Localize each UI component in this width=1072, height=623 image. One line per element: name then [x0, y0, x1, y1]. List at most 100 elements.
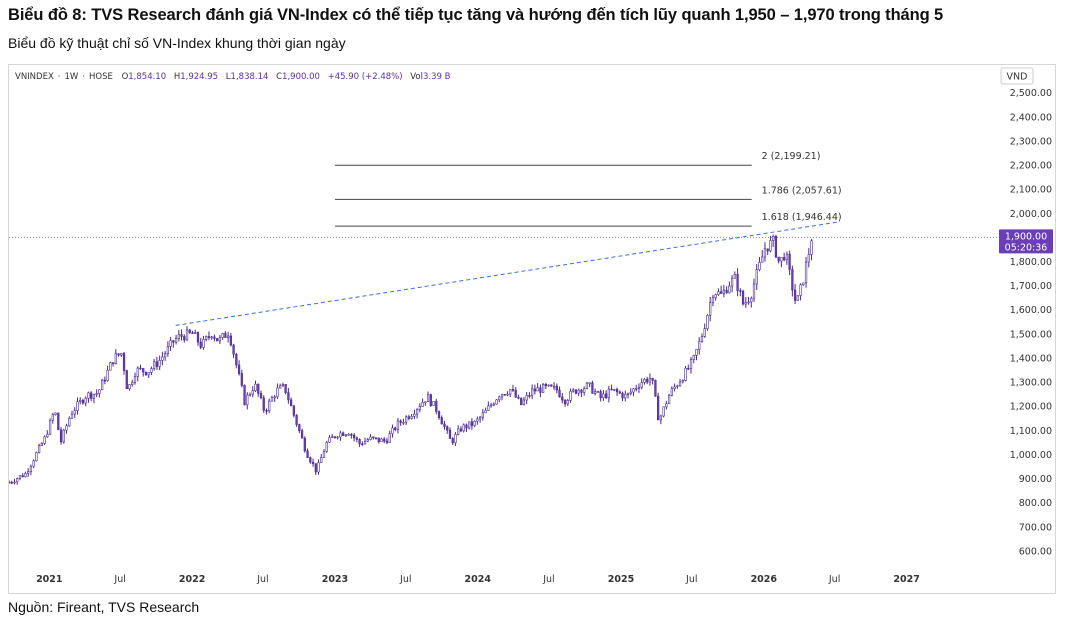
candle-body [635, 388, 638, 390]
candle-body [561, 396, 564, 401]
candle-body [155, 361, 159, 367]
candle-body [621, 392, 624, 399]
y-tick-label: 2,100.00 [1010, 185, 1052, 196]
candle-body [363, 440, 367, 445]
candle-body [577, 389, 580, 394]
x-tick-label: Jul [256, 574, 268, 585]
candle-body [388, 433, 391, 443]
candle-body [541, 383, 545, 393]
candle-body [109, 362, 112, 371]
candle-body [174, 338, 178, 343]
candle-body [528, 395, 531, 397]
candle-body [166, 346, 169, 354]
candle-body [216, 338, 219, 342]
candle-body [336, 436, 339, 439]
candle-body [342, 432, 345, 436]
candle-body [164, 353, 167, 358]
change-value: +45.90 (+2.48%) [328, 72, 403, 82]
candle-body [459, 428, 463, 432]
candle-body [111, 362, 115, 364]
candle-body [637, 386, 641, 389]
candle-body [629, 391, 632, 394]
candle-body [405, 416, 408, 423]
candle-body [462, 424, 465, 432]
candle-body [517, 396, 520, 399]
candle-body [613, 388, 616, 391]
fibonacci-levels: 2 (2,199.21) 1.786 (2,057.61) 1.618 (1,946… [334, 151, 842, 227]
candle-body [810, 240, 813, 255]
candle-body [484, 409, 487, 414]
currency-label: VND [1007, 72, 1028, 83]
candle-body [235, 353, 238, 366]
y-tick-label: 900.00 [1019, 474, 1052, 485]
candle-body [317, 462, 320, 473]
candle-body [640, 382, 643, 388]
candle-body [76, 401, 79, 411]
candle-body [322, 451, 326, 458]
candle-body [700, 336, 704, 342]
volume-key: Vol [410, 72, 423, 82]
candle-body [678, 381, 682, 387]
x-tick-label: 2024 [465, 574, 492, 585]
chart-frame: 2 (2,199.21) 1.786 (2,057.61) 1.618 (1,946… [8, 64, 1056, 594]
candle-body [95, 393, 98, 395]
candle-body [547, 384, 550, 387]
candle-body [750, 297, 753, 303]
candle-body [259, 393, 263, 398]
candle-body [739, 290, 742, 292]
candle-body [698, 341, 701, 350]
candle-body [191, 332, 194, 334]
candle-body [226, 335, 230, 338]
candle-body [374, 437, 378, 440]
candle-body [670, 388, 673, 396]
candle-body [588, 382, 591, 385]
candle-body [213, 336, 216, 339]
candle-body [443, 423, 446, 427]
separator-1: · [58, 72, 61, 82]
candle-body [804, 261, 808, 284]
candle-body [646, 378, 649, 383]
candle-body [273, 396, 276, 399]
candle-body [446, 426, 449, 431]
x-tick-label: 2026 [751, 574, 778, 585]
candle-body [383, 438, 386, 442]
candle-body [251, 390, 254, 395]
candle-body [87, 392, 90, 399]
exchange-label: HOSE [89, 72, 113, 82]
currency-badge[interactable] [1000, 67, 1034, 85]
candle-body [594, 391, 597, 394]
candle-body [709, 302, 712, 316]
candle-body [188, 329, 191, 333]
x-tick-label: 2027 [893, 574, 919, 585]
candle-body [615, 388, 619, 393]
y-tick-label: 1,000.00 [1010, 450, 1052, 461]
candle-body [599, 391, 602, 398]
candle-body [492, 403, 495, 406]
y-tick-label: 600.00 [1019, 546, 1052, 557]
candle-body [268, 400, 271, 412]
candle-body [396, 420, 400, 430]
candle-body [681, 380, 684, 383]
y-tick-label: 1,100.00 [1010, 426, 1052, 437]
candle-body [62, 429, 65, 443]
candle-body [237, 364, 241, 374]
candle-body [161, 356, 164, 361]
candle-body [103, 379, 106, 382]
candle-body [580, 389, 583, 393]
candle-body [265, 409, 268, 412]
candle-body [714, 294, 717, 298]
x-tick-label: 2022 [179, 574, 205, 585]
candle-body [673, 386, 676, 390]
candle-body [550, 384, 553, 387]
candle-body [24, 473, 27, 478]
candle-body [142, 368, 145, 373]
candle-body [788, 253, 791, 270]
candle-body [802, 282, 805, 286]
candle-body [133, 376, 137, 383]
candle-body [350, 434, 353, 436]
candle-body [418, 406, 421, 410]
candle-body [572, 389, 575, 392]
low-key: L [226, 72, 231, 82]
candle-body [331, 436, 334, 439]
time-axis: 2021 Jul 2022 Jul 2023 Jul 2024 Jul 2025 Jul 2026 J… [36, 574, 920, 585]
